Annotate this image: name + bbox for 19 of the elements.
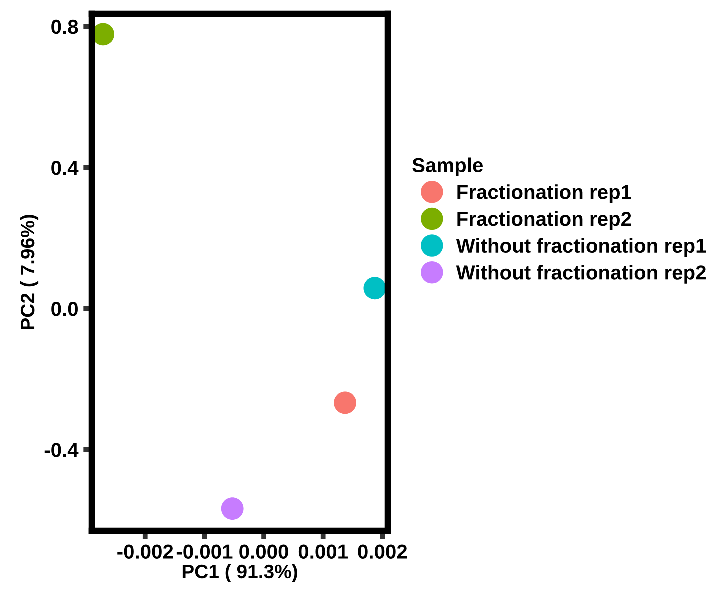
legend-label: Without fractionation rep2 xyxy=(456,265,706,284)
y-tick-label: 0.8 xyxy=(52,20,78,34)
x-tick-label: 0.001 xyxy=(298,544,348,559)
point xyxy=(334,392,356,414)
x-tick-label: 0.002 xyxy=(358,544,408,559)
y-tick-label: 0.4 xyxy=(52,160,79,176)
legend-label: Fractionation rep1 xyxy=(458,184,632,204)
legend-label: Fractionation rep2 xyxy=(458,211,632,230)
y-tick-label: -0.4 xyxy=(44,443,79,458)
x-axis-title: PC1 ( 91.3%) xyxy=(182,564,298,582)
point xyxy=(364,277,386,300)
x-tick-label: -0.001 xyxy=(176,544,233,559)
y-axis-title: PC2 ( 7.96%) xyxy=(20,215,39,330)
legend-label: Without fractionation rep1 xyxy=(456,238,706,258)
x-tick-label: -0.002 xyxy=(118,544,174,559)
point xyxy=(221,498,244,520)
x-tick-label: 0.000 xyxy=(240,544,288,559)
legend-title: Sample xyxy=(412,158,483,177)
y-tick-label: 0.0 xyxy=(52,302,78,316)
